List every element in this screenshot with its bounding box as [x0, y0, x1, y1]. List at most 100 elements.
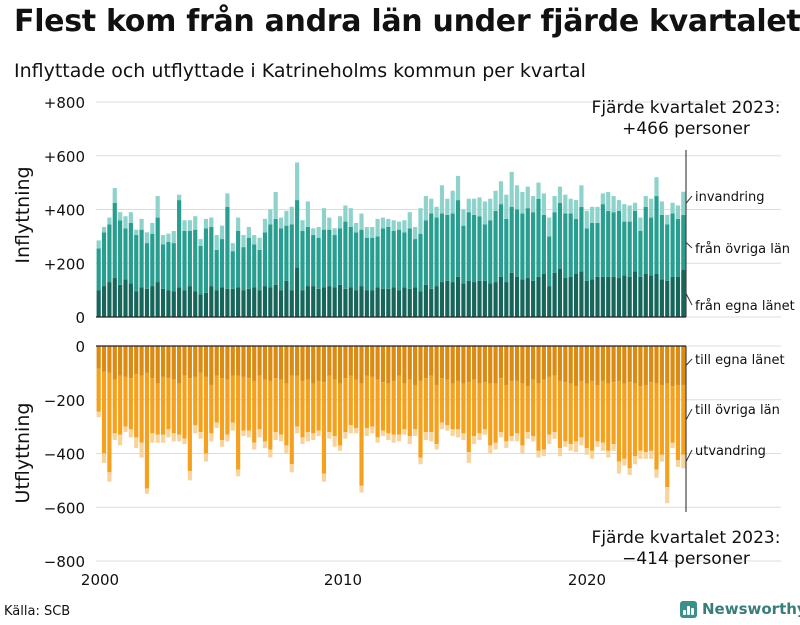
bar-outflow [498, 432, 504, 438]
bar-outflow [128, 378, 133, 430]
inflow-bars [96, 162, 686, 318]
bar-inflow [337, 228, 343, 285]
bar-inflow [654, 196, 659, 274]
bar-inflow [509, 206, 514, 273]
bar-outflow [493, 442, 498, 450]
bar-outflow [616, 380, 622, 462]
bar-outflow [423, 378, 428, 432]
bar-outflow [144, 488, 150, 494]
brand-logo[interactable]: Newsworthy [680, 600, 800, 618]
bar-inflow [230, 243, 235, 252]
bar-outflow [128, 429, 133, 438]
bar-inflow [488, 220, 493, 284]
bar-inflow [670, 202, 675, 214]
bar-outflow [198, 346, 203, 373]
bar-inflow [144, 232, 150, 244]
label-leader [685, 358, 693, 366]
bar-inflow [284, 280, 289, 317]
bar-inflow [423, 284, 428, 317]
bar-outflow [649, 346, 654, 383]
bar-inflow [225, 206, 230, 289]
bar-inflow [214, 290, 219, 318]
bar-outflow [525, 346, 530, 387]
bar-outflow [278, 434, 284, 442]
bar-outflow [332, 346, 337, 380]
bar-inflow [643, 274, 648, 317]
bar-outflow [118, 346, 123, 376]
annotation-bottom-value: −414 personer [622, 549, 750, 569]
bar-outflow [600, 380, 605, 443]
bar-inflow [380, 217, 386, 229]
bar-inflow [590, 279, 595, 318]
bar-outflow [155, 434, 160, 443]
bar-outflow [472, 379, 477, 437]
bar-inflow [252, 244, 257, 288]
bar-inflow [316, 288, 321, 317]
bar-inflow [375, 287, 380, 317]
bar-inflow [396, 221, 402, 230]
bar-inflow [504, 218, 509, 283]
bar-inflow [311, 235, 316, 287]
bar-inflow [413, 239, 418, 288]
bar-inflow [493, 190, 498, 211]
bar-outflow [311, 433, 316, 441]
bar-outflow [209, 433, 214, 442]
bar-outflow [236, 469, 241, 477]
bar-inflow [332, 287, 337, 317]
bar-outflow [514, 433, 520, 442]
bar-inflow [262, 286, 268, 317]
bar-inflow [118, 220, 123, 285]
bar-outflow [225, 434, 230, 442]
bar-outflow [675, 460, 681, 467]
bar-outflow [305, 379, 310, 432]
bar-outflow [284, 346, 289, 384]
bar-outflow [413, 429, 418, 437]
bar-outflow [541, 346, 546, 380]
bar-inflow [531, 212, 536, 281]
bar-outflow [504, 346, 509, 385]
bar-outflow [584, 383, 589, 449]
bar-inflow [305, 201, 310, 227]
bar-outflow [177, 346, 182, 384]
bar-outflow [590, 380, 595, 451]
bar-inflow [128, 212, 133, 223]
bar-inflow [262, 218, 268, 233]
bar-outflow [482, 429, 487, 435]
bar-outflow [386, 433, 391, 441]
bar-inflow [327, 217, 332, 230]
bar-outflow [295, 375, 300, 427]
bar-inflow [493, 282, 498, 317]
bar-outflow [219, 346, 225, 379]
bar-outflow [386, 346, 391, 384]
bar-inflow [407, 228, 412, 289]
bar-inflow [364, 237, 369, 291]
bar-outflow [466, 452, 471, 463]
bar-inflow [552, 196, 557, 213]
bar-outflow [284, 445, 289, 454]
bar-inflow [632, 202, 638, 211]
bar-outflow [504, 441, 509, 449]
bar-outflow [289, 464, 294, 473]
bar-inflow [96, 248, 101, 291]
outflow-bars [96, 346, 686, 504]
bar-outflow [289, 375, 294, 465]
bar-outflow [568, 383, 573, 445]
bar-outflow [134, 374, 139, 438]
bar-inflow [343, 288, 348, 317]
bar-outflow [321, 346, 327, 383]
bar-inflow [477, 197, 482, 217]
bar-inflow [434, 286, 439, 317]
bar-inflow [563, 213, 568, 279]
bar-inflow [396, 290, 402, 318]
y-tick-label: +200 [44, 255, 85, 273]
bar-outflow [563, 346, 568, 383]
bar-inflow [514, 276, 520, 317]
bar-inflow [627, 276, 632, 317]
bar-inflow [509, 171, 514, 207]
bar-outflow [391, 434, 396, 443]
bar-inflow [552, 272, 557, 317]
bar-inflow [514, 185, 520, 210]
bar-inflow [123, 279, 128, 318]
bar-inflow [182, 231, 187, 291]
bar-outflow [139, 442, 144, 458]
